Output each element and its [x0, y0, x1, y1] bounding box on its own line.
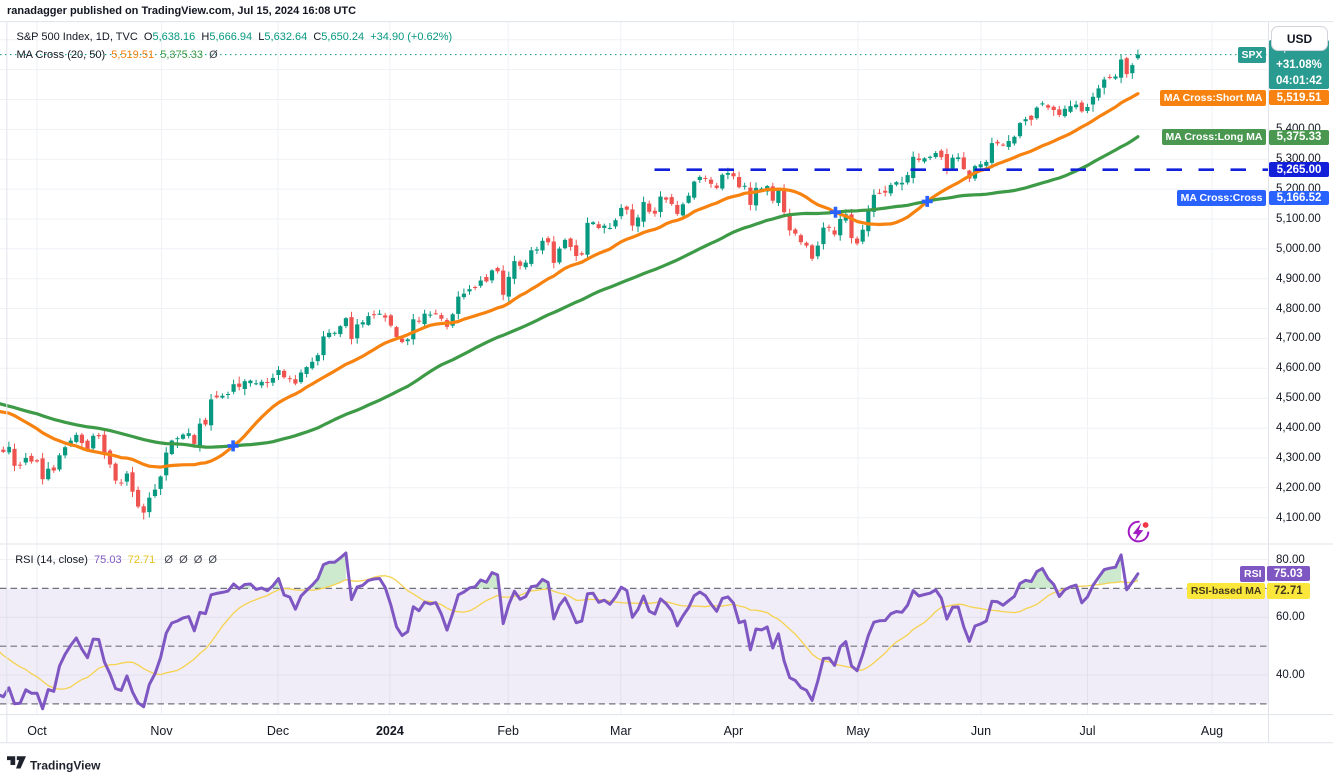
svg-text:TradingView: TradingView	[30, 758, 101, 772]
